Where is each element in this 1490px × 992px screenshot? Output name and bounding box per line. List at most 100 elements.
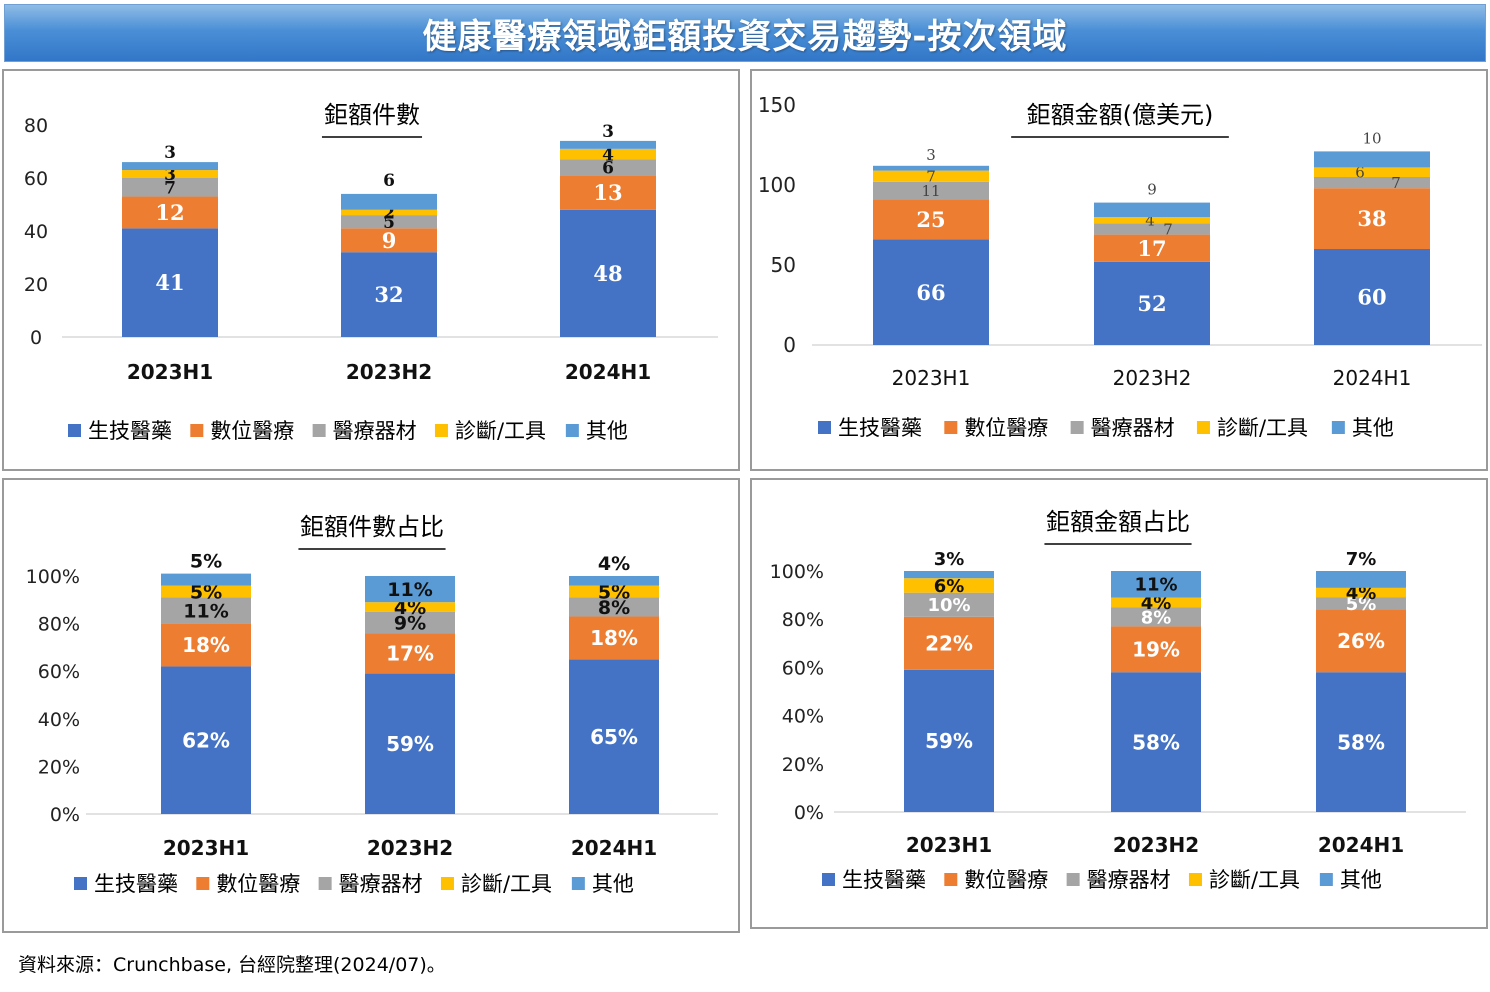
bar-segment-1	[1314, 249, 1430, 345]
legend-label: 數位醫療	[210, 419, 294, 443]
bar-segment-3	[873, 181, 989, 200]
data-label: 7	[1163, 220, 1173, 238]
data-label: 8%	[1141, 607, 1172, 628]
legend-swatch	[74, 877, 87, 890]
legend-label: 診斷/工具	[461, 872, 552, 896]
legend-label: 數位醫療	[964, 416, 1048, 440]
bar-segment-2	[1316, 609, 1406, 673]
data-label: 4%	[598, 553, 630, 575]
bar-segment-4	[1094, 217, 1210, 224]
bar-segment-5	[1314, 151, 1430, 168]
bar-segment-1	[560, 209, 656, 337]
data-label: 9	[1147, 181, 1157, 199]
data-label: 3%	[934, 549, 965, 570]
y-tick-label: 100%	[770, 561, 824, 583]
x-category-label: 2024H1	[565, 360, 651, 384]
legend-label: 生技醫藥	[842, 868, 926, 892]
x-category-label: 2023H1	[127, 360, 213, 384]
legend-swatch	[1196, 421, 1210, 434]
data-label: 5	[383, 213, 395, 233]
data-label: 11%	[1134, 575, 1177, 596]
bar-segment-1	[122, 228, 218, 337]
bar-segment-2	[161, 623, 251, 667]
chart-title: 鉅額金額占比	[1046, 508, 1190, 536]
legend-label: 醫療器材	[333, 419, 417, 443]
bar-segment-1	[569, 659, 659, 814]
legend-swatch	[944, 421, 958, 434]
data-label: 12	[155, 200, 184, 225]
y-tick-label: 100	[758, 173, 796, 197]
data-label: 17	[1137, 236, 1166, 261]
chart-title: 鉅額金額(億美元)	[1027, 101, 1214, 129]
data-label: 3	[164, 165, 176, 185]
bar-segment-5	[904, 571, 994, 579]
legend-swatch	[68, 424, 81, 437]
bar-segment-4	[341, 209, 437, 216]
y-tick-label: 0%	[794, 802, 824, 824]
legend-swatch	[440, 877, 454, 890]
bar-segment-4	[161, 585, 251, 598]
bar-segment-2	[1314, 188, 1430, 249]
y-tick-label: 60	[24, 168, 48, 190]
legend-swatch	[818, 421, 831, 434]
data-label: 4%	[1141, 593, 1172, 614]
data-label: 11	[921, 182, 940, 200]
bar-segment-2	[873, 199, 989, 240]
bar-segment-1	[365, 673, 455, 814]
y-tick-label: 20%	[782, 754, 824, 776]
data-label: 18%	[182, 633, 230, 657]
bar-segment-5	[1111, 571, 1201, 598]
chart-panel-deal-amount: 鉅額金額(億美元) 0 50 100 150 66 25 11 7 3 2023H1 52 17 7 4 9 2…	[750, 69, 1488, 471]
y-tick-label: 0	[783, 333, 796, 357]
y-tick-label: 50	[771, 253, 796, 277]
legend-swatch	[434, 424, 448, 437]
legend-label: 診斷/工具	[1209, 868, 1300, 892]
bar-segment-1	[873, 239, 989, 345]
data-label: 9	[382, 228, 397, 253]
data-label: 3	[926, 146, 936, 164]
bar-segment-3	[560, 159, 656, 176]
data-label: 17%	[386, 642, 434, 666]
data-label: 41	[155, 270, 184, 295]
bar-segment-2	[560, 175, 656, 210]
data-label: 65%	[590, 725, 638, 749]
bar-segment-2	[904, 616, 994, 670]
y-tick-label: 0%	[50, 804, 80, 826]
bar-segment-4	[569, 585, 659, 598]
bar-segment-2	[365, 633, 455, 674]
legend-swatch	[944, 873, 958, 886]
legend-label: 診斷/工具	[1217, 416, 1308, 440]
data-label: 7%	[1346, 549, 1377, 570]
legend-label: 生技醫藥	[88, 419, 172, 443]
bar-segment-4	[122, 170, 218, 178]
data-label: 7	[1391, 174, 1401, 192]
x-category-label: 2024H1	[571, 836, 657, 860]
data-label: 59%	[925, 729, 973, 753]
legend-swatch	[822, 873, 835, 886]
y-tick-label: 150	[758, 93, 796, 117]
data-label: 38	[1357, 206, 1386, 231]
page-title-banner: 健康醫療領域鉅額投資交易趨勢-按次領域	[4, 4, 1486, 62]
x-category-label: 2023H1	[163, 836, 249, 860]
bar-segment-3	[1314, 177, 1430, 189]
chart-deal-amount: 鉅額金額(億美元)050100150662511732023H152177492…	[758, 93, 1482, 440]
legend-swatch	[1319, 873, 1333, 886]
y-tick-label: 80%	[38, 614, 80, 636]
bar-segment-1	[1316, 672, 1406, 812]
legend-swatch	[571, 877, 585, 890]
bar-segment-4	[904, 578, 994, 593]
bar-segment-3	[1094, 223, 1210, 235]
legend-label: 數位醫療	[964, 868, 1048, 892]
data-label: 62%	[182, 728, 230, 752]
bar-segment-2	[569, 616, 659, 660]
bar-segment-2	[341, 228, 437, 253]
data-label: 8%	[598, 597, 630, 619]
legend-label: 生技醫藥	[94, 872, 178, 896]
chart-deal-count: 鉅額件數02040608041127332023H13295262023H248…	[24, 101, 718, 443]
legend-swatch	[565, 424, 579, 437]
bar-segment-3	[1111, 607, 1201, 627]
data-label: 22%	[925, 632, 973, 656]
y-tick-label: 0	[30, 327, 42, 349]
data-label: 60	[1357, 285, 1386, 310]
y-tick-label: 20	[24, 274, 48, 296]
